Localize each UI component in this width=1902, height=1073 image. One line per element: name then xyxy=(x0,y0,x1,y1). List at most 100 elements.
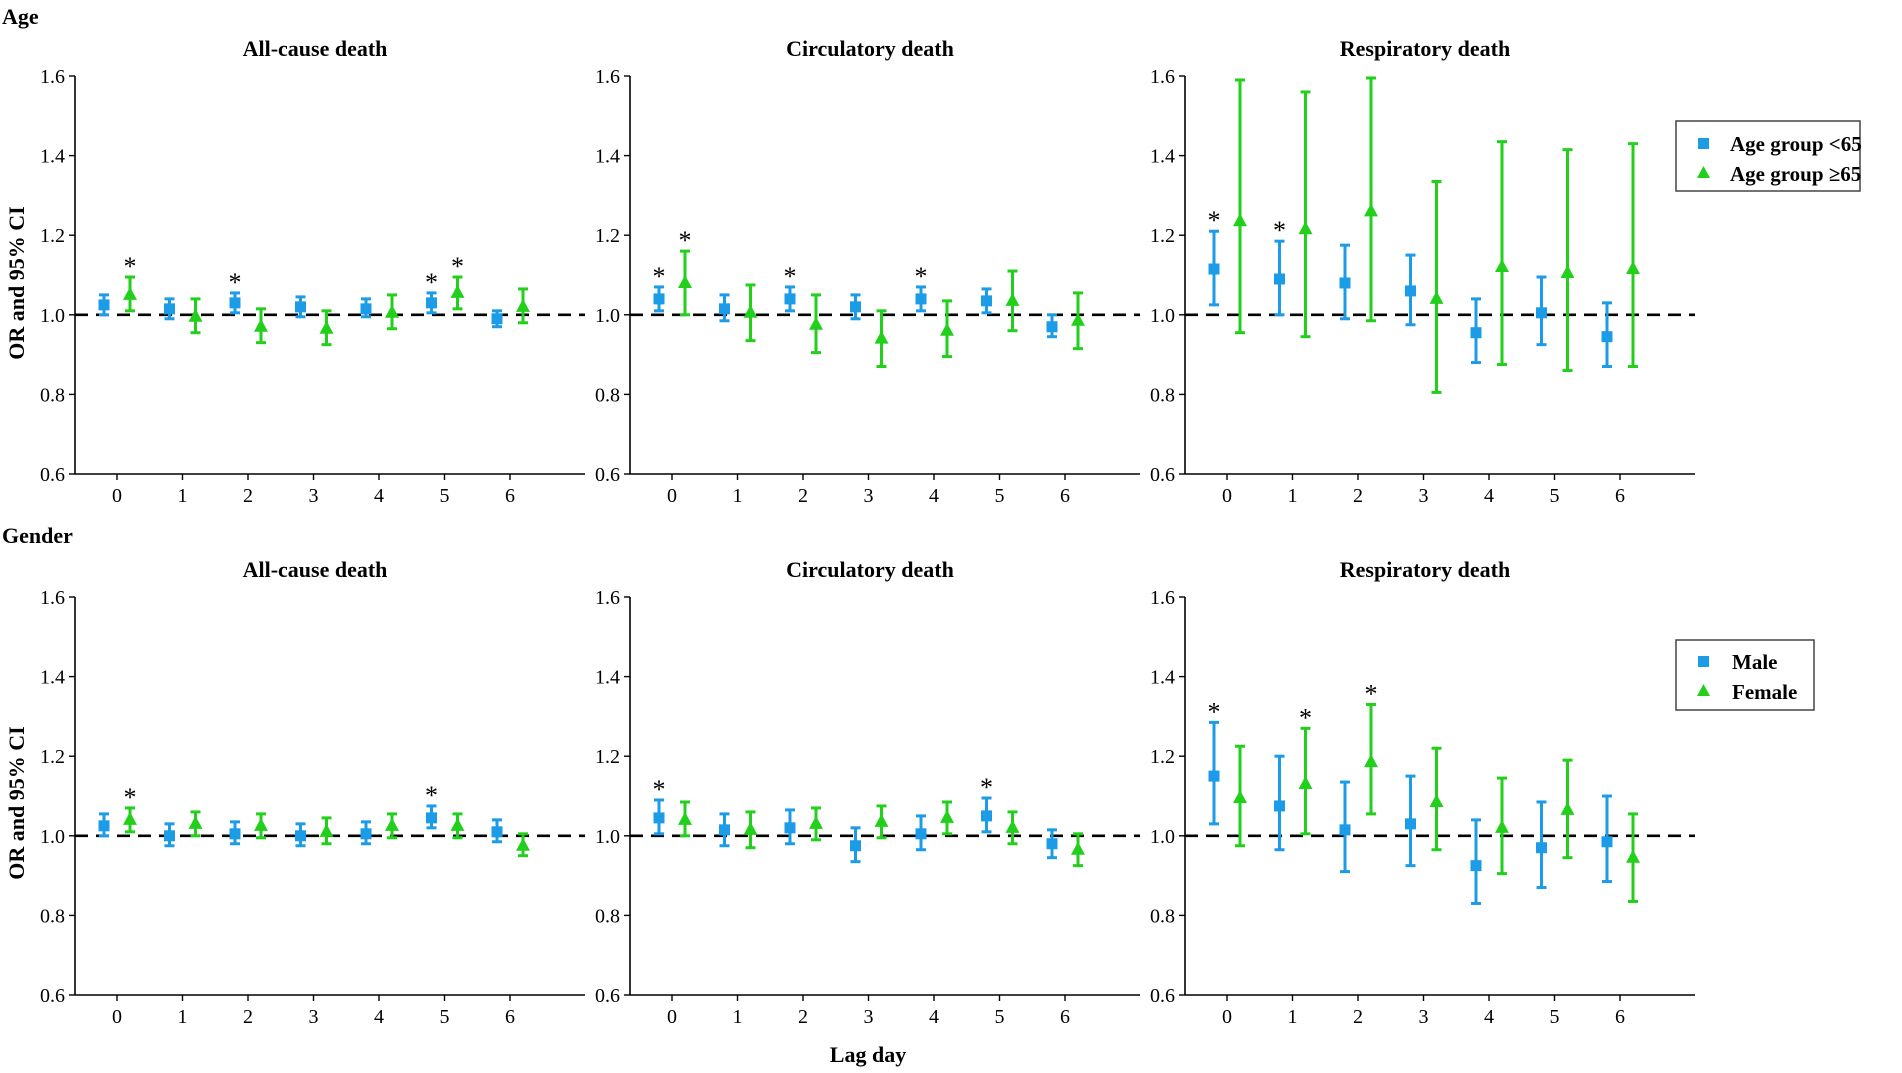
estimate-triangle-marker xyxy=(1005,819,1020,833)
estimate-square-marker xyxy=(229,828,241,840)
panel-r2c1-x-tick-label: 5 xyxy=(440,1006,450,1028)
panel-r2c1-y-tick-label: 1.0 xyxy=(40,826,65,848)
estimate-square-marker xyxy=(1274,273,1285,285)
estimate-square-marker xyxy=(1339,277,1351,289)
panel-r2c2-s1-point-0: * xyxy=(653,775,666,836)
estimate-triangle-marker xyxy=(1364,203,1378,217)
significance-star: * xyxy=(784,262,797,291)
panel-r2c3-x-tick-label: 0 xyxy=(1222,1006,1232,1028)
panel-r2c2-s2-point-3 xyxy=(874,804,889,840)
significance-star: * xyxy=(1208,697,1221,726)
estimate-square-marker xyxy=(1046,838,1058,850)
estimate-square-marker xyxy=(1274,800,1285,812)
estimate-square-marker xyxy=(1470,327,1482,339)
panel-r2c1-title: All-cause death xyxy=(243,557,388,582)
panel-r2c3-x-tick-label: 2 xyxy=(1353,1006,1363,1028)
panel-r1c3-s2-point-5 xyxy=(1560,148,1575,373)
estimate-triangle-marker xyxy=(385,304,399,318)
panel-r2c2-s1-point-2 xyxy=(784,808,796,846)
panel-r1c2-s1-point-1 xyxy=(719,293,730,323)
panel-r1c1-y-tick-label: 1.6 xyxy=(40,66,65,88)
panel-r2c2-x-tick-label: 6 xyxy=(1060,1006,1070,1028)
panel-r1c3-s2-point-6 xyxy=(1626,142,1640,369)
estimate-square-marker xyxy=(653,293,665,305)
panel-r1c1-x-tick-label: 1 xyxy=(178,485,188,507)
panel-r1c3-x-tick-label: 6 xyxy=(1615,485,1625,507)
panel-r1c2-s2-point-4 xyxy=(940,299,954,359)
estimate-triangle-marker xyxy=(450,284,465,298)
panel-r1c1-s1-point-0 xyxy=(98,293,110,317)
panel-r1c3-y-tick-label: 1.4 xyxy=(1150,146,1175,168)
panel-r1c3-x-tick-label: 3 xyxy=(1419,485,1429,507)
estimate-triangle-marker xyxy=(1071,312,1085,326)
significance-star: * xyxy=(915,262,928,291)
panel-r2c1-s1-point-1 xyxy=(164,822,175,848)
estimate-triangle-marker xyxy=(188,308,203,322)
panel-r1c2-s2-point-2 xyxy=(809,293,823,355)
panel-r1c3-x-tick-label: 2 xyxy=(1353,485,1363,507)
panel-r2c1-s2-point-3 xyxy=(319,816,334,846)
panel-r2c3: Respiratory death 0.6 0.8 1.0 1.2 1.4 1.6 0 1 2 3 4… xyxy=(1150,557,1695,1028)
panel-r1c3-y-tick-label: 0.6 xyxy=(1150,464,1175,486)
panel-r2c2-s2-point-0 xyxy=(678,800,692,838)
panel-r2c3-x-tick-label: 5 xyxy=(1550,1006,1560,1028)
estimate-triangle-marker xyxy=(1233,213,1247,227)
estimate-square-marker xyxy=(653,812,665,824)
panel-r2c1-s1-point-5: * xyxy=(425,781,438,830)
panel-r2c3-y-tick-label: 1.2 xyxy=(1150,746,1175,768)
estimate-square-marker xyxy=(981,295,992,307)
legend-age-triangle-marker xyxy=(1697,166,1710,178)
legend-gender-item-1: Male xyxy=(1732,650,1777,674)
estimate-square-marker xyxy=(491,313,503,325)
estimate-square-marker xyxy=(915,828,927,840)
panel-r1c1-x-tick-label: 5 xyxy=(440,485,450,507)
estimate-square-marker xyxy=(229,297,241,309)
panel-r2c1-s1-point-4 xyxy=(360,820,372,846)
panel-r1c2-s1-point-3 xyxy=(850,293,861,321)
panel-r2c3-y-tick-label: 1.4 xyxy=(1150,667,1175,689)
panel-r1c3-s1-point-0: * xyxy=(1208,206,1221,307)
estimate-triangle-marker xyxy=(123,286,137,300)
y-axis-label-row-1: OR and 95% CI xyxy=(4,206,29,359)
panel-r2c3-y-tick-label: 1.6 xyxy=(1150,587,1175,609)
estimate-square-marker xyxy=(1046,321,1058,333)
estimate-triangle-marker xyxy=(450,817,465,831)
panel-r2c1-y-tick-label: 1.4 xyxy=(40,667,65,689)
panel-r2c3-s1-point-3 xyxy=(1405,774,1416,868)
panel-r2c1: All-cause death 0.6 0.8 1.0 1.2 1.4 1.6 0 1 2 3 4 5 6… xyxy=(40,557,585,1028)
panel-r2c3-x-tick-label: 1 xyxy=(1288,1006,1298,1028)
estimate-triangle-marker xyxy=(1429,793,1444,807)
estimate-triangle-marker xyxy=(1298,221,1313,235)
estimate-square-marker xyxy=(295,301,306,313)
panel-r2c2-x-tick-label: 1 xyxy=(733,1006,743,1028)
panel-r1c1-y-tick-label: 1.2 xyxy=(40,225,65,247)
panel-r2c1-s1-point-6 xyxy=(491,818,503,844)
panel-r1c2-s1-point-2: * xyxy=(784,262,797,313)
panel-r2c1-y-tick-label: 1.2 xyxy=(40,746,65,768)
estimate-square-marker xyxy=(295,830,306,842)
panel-r1c1-s1-point-1 xyxy=(164,297,175,321)
estimate-triangle-marker xyxy=(188,815,203,829)
panel-r1c3-s1-point-5 xyxy=(1536,275,1547,347)
estimate-triangle-marker xyxy=(254,318,268,332)
panel-r1c3-s1-point-4 xyxy=(1470,297,1482,365)
panel-r1c2-x-tick-label: 6 xyxy=(1060,485,1070,507)
significance-star: * xyxy=(425,781,438,810)
panel-r1c1-s2-point-0: * xyxy=(123,252,137,313)
panel-r1c3-y-tick-label: 0.8 xyxy=(1150,384,1175,406)
panel-r1c1-s1-point-2: * xyxy=(229,268,242,315)
estimate-triangle-marker xyxy=(678,274,692,288)
panel-r2c2-s2-point-6 xyxy=(1071,832,1085,868)
significance-star: * xyxy=(679,226,692,255)
estimate-square-marker xyxy=(784,822,796,834)
panel-r1c2-s1-point-6 xyxy=(1046,313,1058,339)
panel-r2c2-s1-point-4 xyxy=(915,814,927,852)
panel-r2c1-s1-point-0 xyxy=(98,812,110,838)
y-axis-label-row-2: OR and 95% CI xyxy=(4,726,29,879)
panel-r2c3-s2-point-0 xyxy=(1233,744,1247,848)
panel-r2c2-s1-point-1 xyxy=(719,812,730,848)
estimate-triangle-marker xyxy=(1495,259,1509,273)
panel-r1c2-x-tick-label: 0 xyxy=(667,485,677,507)
panel-r1c3-s2-point-4 xyxy=(1495,140,1509,367)
